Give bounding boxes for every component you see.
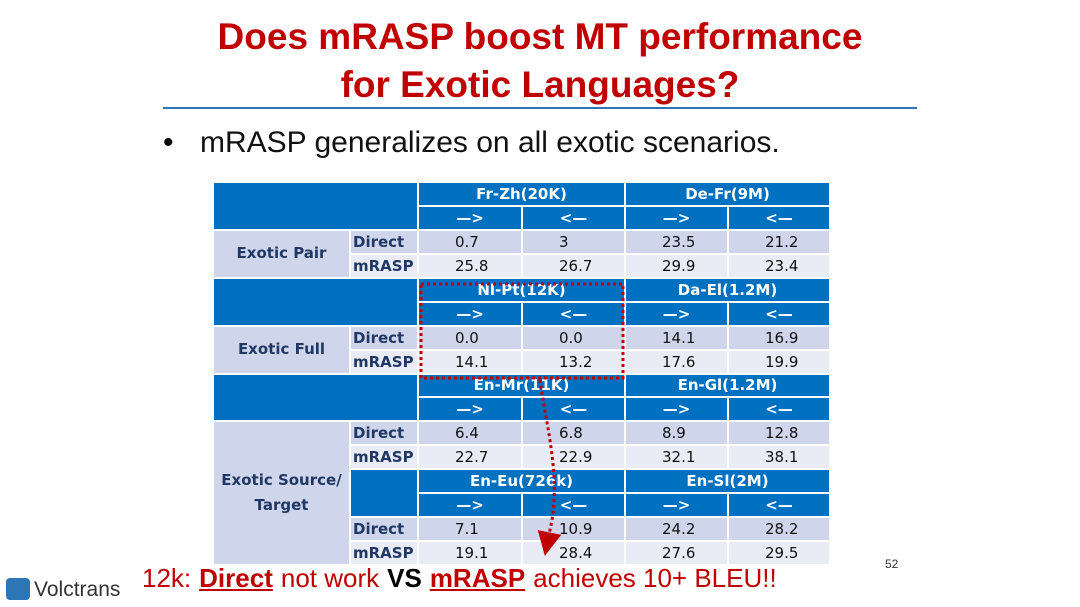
direction-header: —> — [625, 205, 728, 230]
direction-header: —> — [418, 205, 522, 230]
pair-header: Da-El(1.2M) — [625, 277, 830, 302]
row-label: Direct — [350, 229, 418, 254]
caption-emph: VS — [387, 563, 422, 593]
pair-header: En-Eu(726k) — [418, 469, 625, 494]
header-blank — [213, 182, 418, 230]
value-cell: 6.8 — [522, 421, 625, 446]
value-cell: 26.7 — [522, 253, 625, 278]
pair-header: Fr-Zh(20K) — [418, 182, 625, 206]
value-cell: 17.6 — [625, 349, 728, 374]
direction-header: —> — [625, 493, 728, 518]
row-label: Direct — [350, 517, 418, 542]
group-label: Exotic Source/ Target — [213, 421, 350, 566]
direction-header: —> — [418, 301, 522, 326]
direction-header: <— — [522, 493, 625, 518]
value-cell: 6.4 — [418, 421, 522, 446]
logo: Volctrans — [34, 578, 121, 601]
title-line: Does mRASP boost MT performance — [217, 16, 863, 57]
pair-header: De-Fr(9M) — [625, 182, 830, 206]
value-cell: 0.7 — [418, 229, 522, 254]
value-cell: 19.9 — [728, 349, 830, 374]
caption-emph: mRASP — [429, 563, 526, 593]
value-cell: 25.8 — [418, 253, 522, 278]
value-cell: 3 — [522, 229, 625, 254]
caption-emph: Direct — [199, 563, 273, 593]
direction-header: <— — [522, 397, 625, 422]
bullet-dot: • — [163, 126, 174, 159]
direction-header: —> — [418, 397, 522, 422]
value-cell: 21.2 — [728, 229, 830, 254]
logo-icon — [6, 578, 30, 600]
header-blank — [213, 277, 418, 326]
title-rule — [163, 107, 917, 109]
value-cell: 16.9 — [728, 325, 830, 350]
value-cell: 23.4 — [728, 253, 830, 278]
caption-text: not work — [280, 563, 380, 593]
header-blank — [213, 373, 418, 422]
value-cell: 14.1 — [625, 325, 728, 350]
pair-header: En-Gl(1.2M) — [625, 373, 830, 398]
value-cell: 13.2 — [522, 349, 625, 374]
bullet: mRASP generalizes on all exotic scenario… — [200, 126, 780, 159]
value-cell: 12.8 — [728, 421, 830, 446]
value-cell: 22.9 — [522, 445, 625, 470]
direction-header: —> — [418, 493, 522, 518]
group-label: Exotic Pair — [213, 229, 350, 278]
value-cell: 7.1 — [418, 517, 522, 542]
caption-text: achieves 10+ BLEU!! — [533, 563, 777, 593]
value-cell: 8.9 — [625, 421, 728, 446]
value-cell: 28.2 — [728, 517, 830, 542]
value-cell: 0.0 — [418, 325, 522, 350]
group-label: Exotic Full — [213, 325, 350, 374]
caption: 12k: Direct not work VS mRASP achieves 10+ BL… — [142, 563, 785, 594]
value-cell: 29.9 — [625, 253, 728, 278]
direction-header: <— — [728, 493, 830, 518]
page-number: 52 — [885, 557, 899, 571]
row-label: mRASP — [350, 541, 418, 566]
pair-header: En-Sl(2M) — [625, 469, 830, 494]
header-blank — [350, 469, 418, 518]
direction-header: <— — [522, 301, 625, 326]
row-label: mRASP — [350, 349, 418, 374]
value-cell: 32.1 — [625, 445, 728, 470]
value-cell: 0.0 — [522, 325, 625, 350]
direction-header: <— — [728, 397, 830, 422]
value-cell: 22.7 — [418, 445, 522, 470]
value-cell: 24.2 — [625, 517, 728, 542]
direction-header: —> — [625, 301, 728, 326]
value-cell: 10.9 — [522, 517, 625, 542]
direction-header: <— — [728, 301, 830, 326]
direction-header: <— — [522, 205, 625, 230]
pair-header: En-Mr(11K) — [418, 373, 625, 398]
value-cell: 14.1 — [418, 349, 522, 374]
value-cell: 38.1 — [728, 445, 830, 470]
value-cell: 19.1 — [418, 541, 522, 566]
row-label: Direct — [350, 421, 418, 446]
row-label: Direct — [350, 325, 418, 350]
title-line: for Exotic Languages? — [340, 64, 740, 105]
caption-text: 12k: — [142, 563, 192, 593]
value-cell: 29.5 — [728, 541, 830, 566]
value-cell: 28.4 — [522, 541, 625, 566]
pair-header: Nl-Pt(12K) — [418, 277, 625, 302]
direction-header: <— — [728, 205, 830, 230]
value-cell: 23.5 — [625, 229, 728, 254]
value-cell: 27.6 — [625, 541, 728, 566]
row-label: mRASP — [350, 445, 418, 470]
row-label: mRASP — [350, 253, 418, 278]
direction-header: —> — [625, 397, 728, 422]
